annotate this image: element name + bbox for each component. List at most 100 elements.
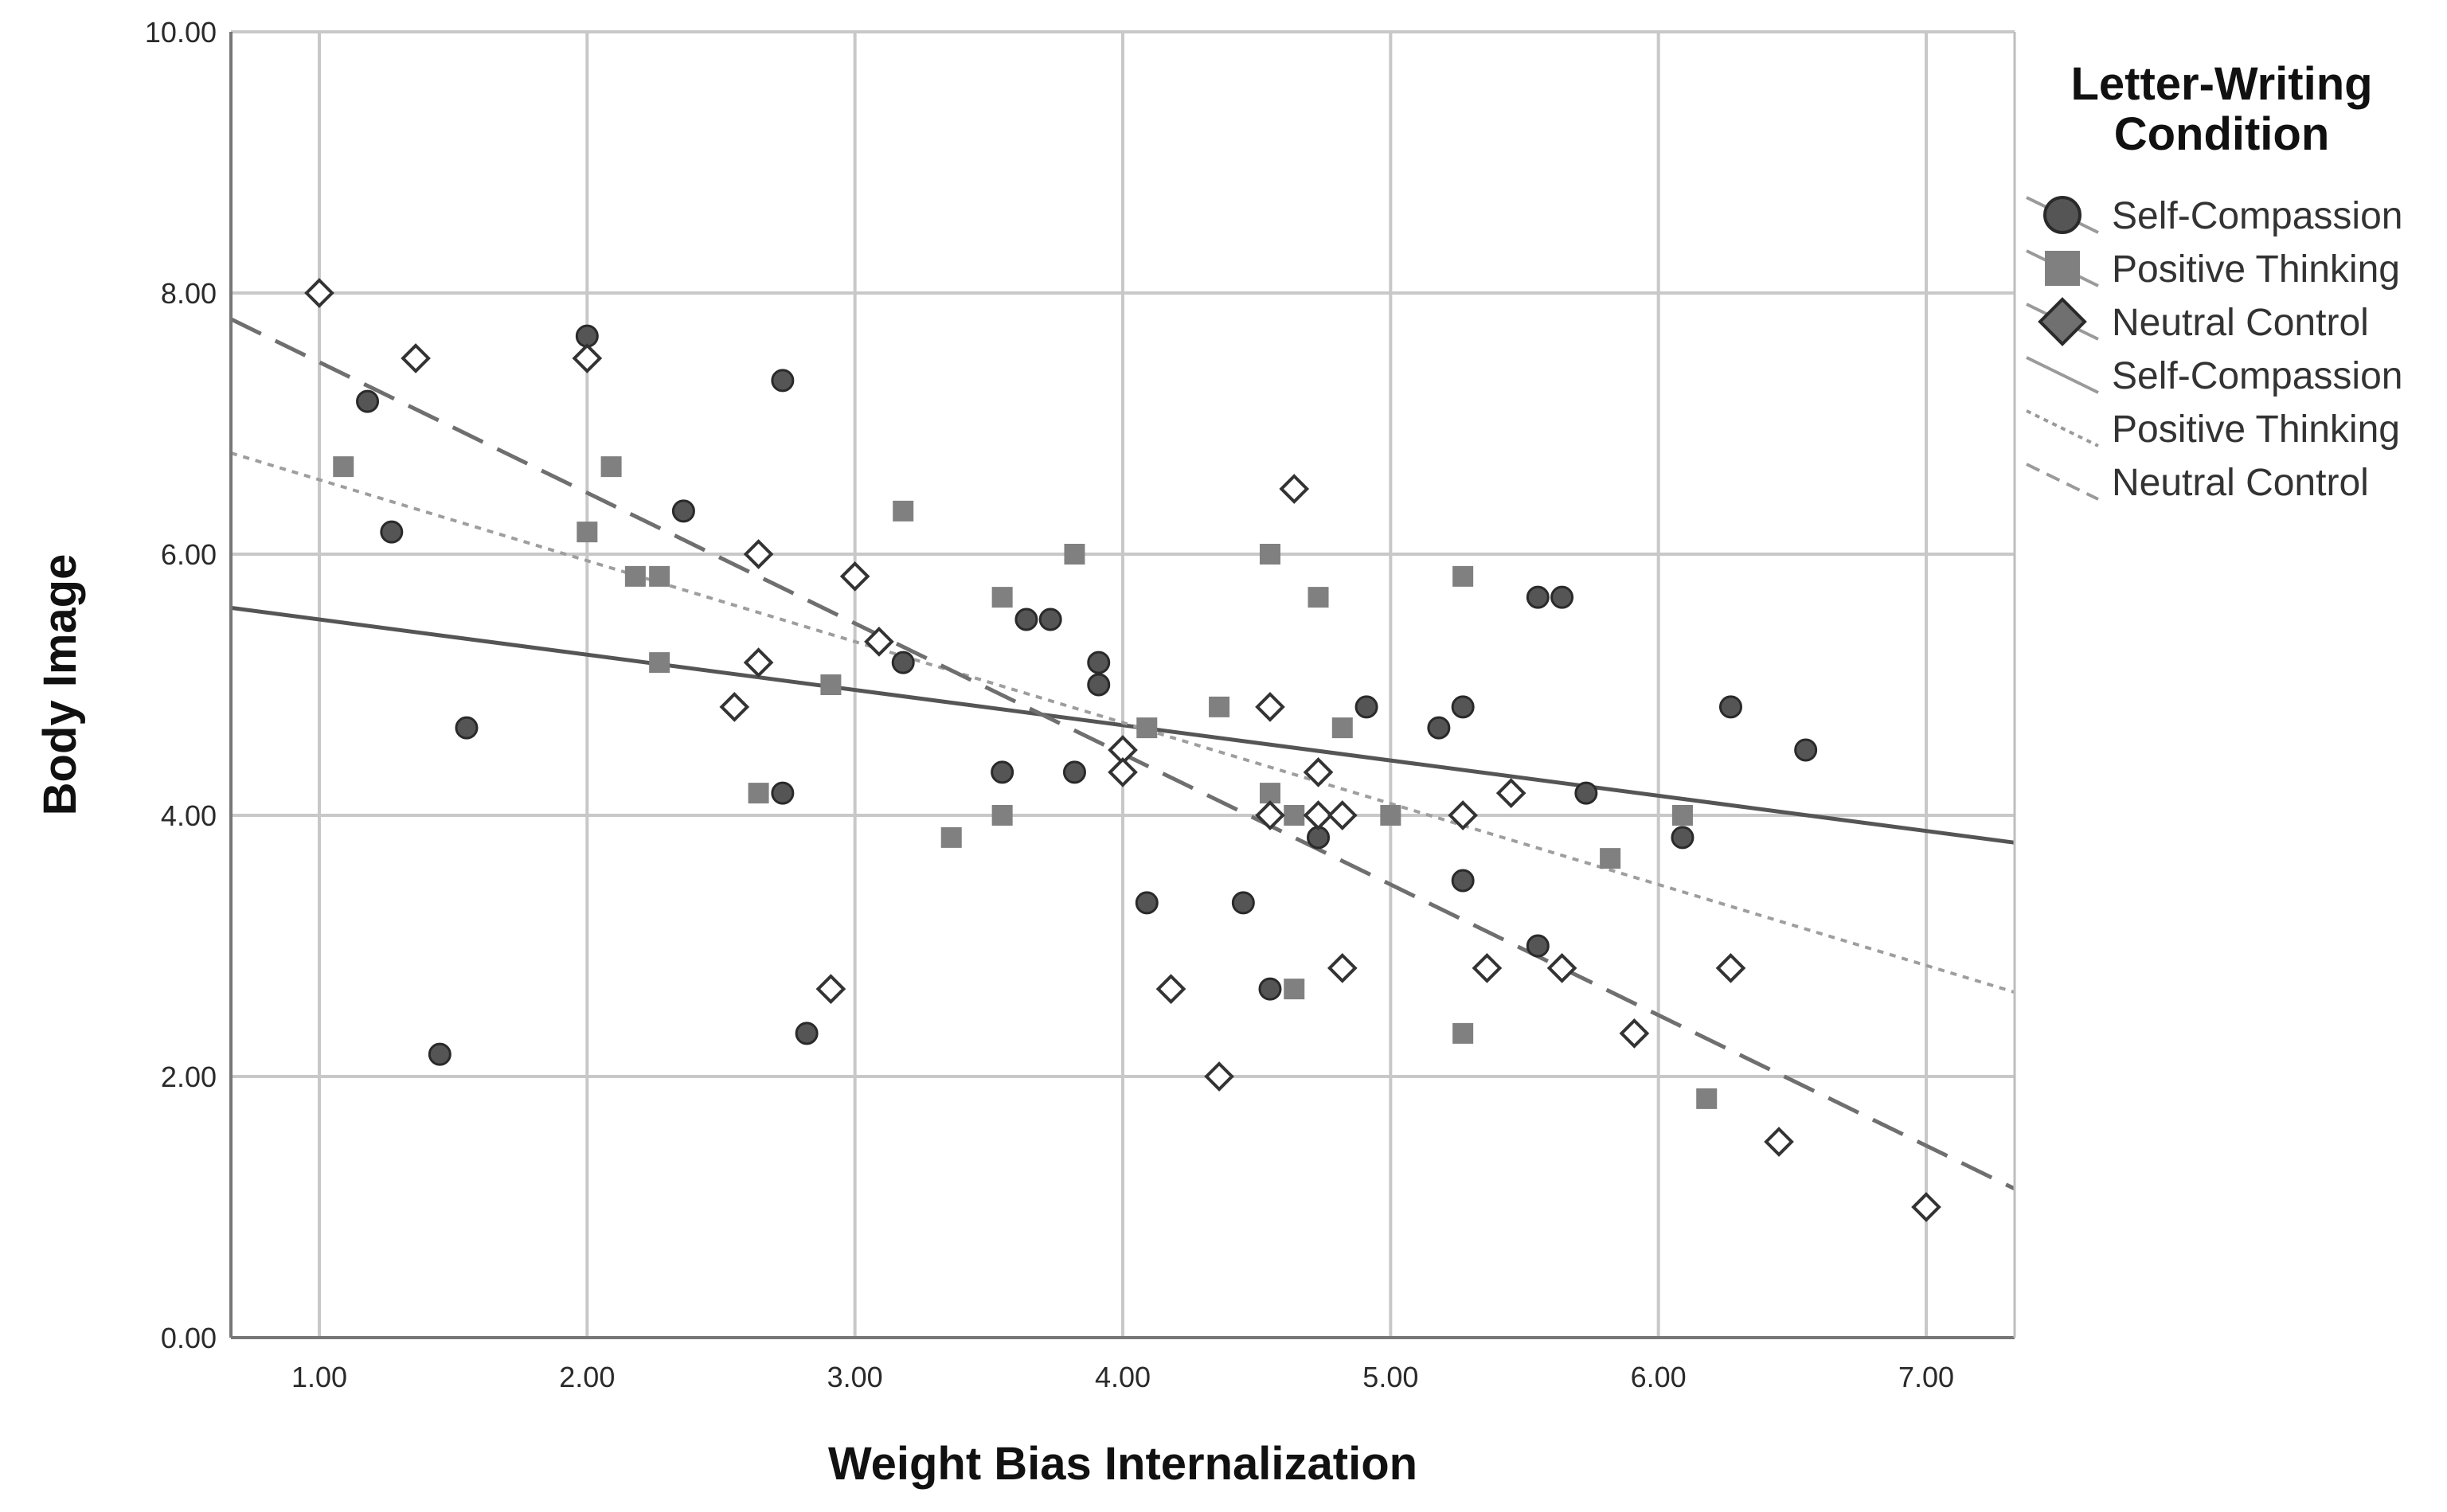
legend-label: Positive Thinking [2112,248,2400,291]
point-neutral-control [1255,692,1285,722]
legend-entry: Neutral Control [2026,462,2369,504]
point-self-compassion [1135,891,1159,915]
legend-title-line1: Letter-Writing [2070,58,2372,110]
point-positive-thinking [1671,805,1693,826]
point-neutral-control [1715,953,1746,983]
point-self-compassion [795,1022,819,1045]
point-neutral-control [1472,953,1503,983]
legend-swatch-line [2026,409,2099,447]
point-neutral-control [1495,778,1526,808]
point-neutral-control [1204,1061,1234,1092]
legend-entry: Positive Thinking [2026,408,2400,451]
point-neutral-control [1619,1018,1650,1049]
point-self-compassion [1451,869,1475,893]
x-tick-label: 2.00 [559,1361,615,1393]
point-positive-thinking [820,674,842,695]
point-neutral-control [839,561,870,592]
point-self-compassion [771,369,795,393]
point-self-compassion [380,520,404,544]
point-positive-thinking [991,805,1013,826]
point-neutral-control [1911,1192,1941,1222]
point-self-compassion [1526,585,1550,609]
legend-swatch-line [2026,356,2099,394]
point-self-compassion [1451,695,1475,719]
y-tick-label: 2.00 [161,1061,217,1093]
point-self-compassion [1354,695,1378,719]
legend-title-line2: Condition [2114,108,2330,160]
fit-line-self-compassion [230,605,2015,845]
point-neutral-control [1303,800,1334,830]
legend-swatch-line [2026,463,2099,501]
point-self-compassion [1550,585,1574,609]
point-self-compassion [1038,608,1062,631]
y-tick-label: 8.00 [161,277,217,310]
grid-layer [231,30,2015,1338]
legend-label: Positive Thinking [2112,408,2400,451]
point-neutral-control [864,627,894,657]
point-self-compassion [1574,781,1598,805]
y-tick-label: 0.00 [161,1322,217,1354]
legend-square-marker [2045,251,2080,286]
point-positive-thinking [1209,696,1230,717]
point-neutral-control [1255,800,1285,830]
point-positive-thinking [1600,848,1621,869]
point-positive-thinking [940,826,962,848]
point-positive-thinking [893,500,914,522]
point-self-compassion [428,1042,451,1066]
point-neutral-control [1327,953,1358,983]
point-positive-thinking [748,783,769,804]
point-neutral-control [1327,800,1358,830]
legend: Letter-Writing Condition Self-Compassion… [2026,58,2402,504]
point-self-compassion [1062,760,1086,784]
point-self-compassion [1231,891,1255,915]
legend-entry: Neutral Control [2026,297,2369,346]
y-tick-label: 6.00 [161,538,217,571]
point-self-compassion [1087,651,1111,674]
legend-entry: Self-Compassion [2026,195,2402,237]
point-positive-thinking [333,456,354,478]
point-positive-thinking [1308,587,1329,608]
point-self-compassion [1526,934,1550,958]
y-tick-label: 4.00 [161,799,217,832]
point-self-compassion [671,499,695,523]
legend-label: Neutral Control [2112,302,2369,344]
point-self-compassion [1087,673,1111,697]
x-tick-label: 1.00 [291,1361,347,1393]
legend-entry: Positive Thinking [2026,248,2400,291]
point-positive-thinking [1259,544,1280,565]
x-tick-label: 6.00 [1631,1361,1687,1393]
point-positive-thinking [1696,1088,1718,1109]
point-neutral-control [1546,953,1577,983]
legend-circle-marker [2043,196,2082,234]
x-tick-label: 3.00 [827,1361,883,1393]
x-axis-title: Weight Bias Internalization [828,1438,1417,1490]
point-self-compassion [1427,716,1451,740]
point-neutral-control [1155,974,1186,1004]
y-tick-label: 10.00 [145,16,217,49]
point-self-compassion [356,389,380,413]
point-self-compassion [1794,738,1818,762]
point-self-compassion [1258,977,1282,1001]
point-neutral-control [1279,474,1310,504]
point-positive-thinking [1136,717,1158,739]
point-self-compassion [1671,826,1695,850]
point-neutral-control [572,343,603,373]
point-self-compassion [771,781,795,805]
axes-layer: 1.00 2.00 3.00 4.00 5.00 6.00 7.00 0.00 2.00 4.00… [145,16,2016,1393]
point-neutral-control [1108,757,1138,787]
legend-label: Neutral Control [2112,462,2369,504]
point-self-compassion [1014,608,1038,631]
point-neutral-control [743,539,774,569]
point-positive-thinking [624,565,646,587]
point-neutral-control [743,647,774,678]
point-neutral-control [1764,1127,1794,1157]
point-positive-thinking [1380,805,1401,826]
point-positive-thinking [1284,979,1305,1000]
point-neutral-control [1448,800,1478,830]
point-neutral-control [401,343,431,373]
point-positive-thinking [649,652,670,674]
x-tick-label: 7.00 [1898,1361,1954,1393]
point-self-compassion [455,716,479,740]
x-tick-label: 4.00 [1095,1361,1151,1393]
